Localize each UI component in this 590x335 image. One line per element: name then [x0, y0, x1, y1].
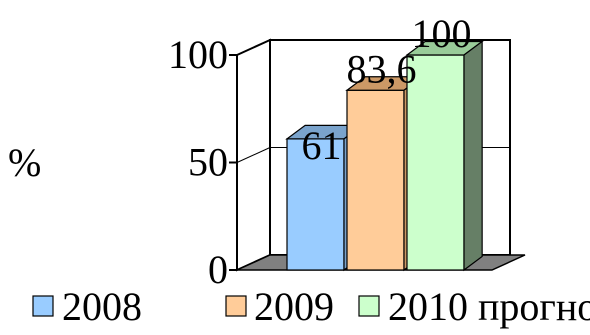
legend-label: 2010 прогноз	[388, 284, 590, 329]
data-label: 61	[302, 123, 342, 168]
bar-2010	[406, 54, 465, 271]
y-tick-label: 50	[188, 140, 228, 185]
legend-swatch	[358, 295, 380, 317]
bar-side-2010	[463, 40, 483, 272]
data-label: 100	[412, 11, 472, 56]
y-axis-ticks: 0 50 100	[168, 32, 237, 292]
gridline	[236, 147, 271, 163]
bar-2009	[346, 89, 405, 271]
legend-label: 2009	[254, 284, 334, 329]
legend-swatch	[32, 295, 54, 317]
bars	[285, 40, 484, 272]
legend-swatch	[225, 295, 247, 317]
legend: 2008 2009 2010 прогноз	[32, 284, 590, 329]
data-label: 83,6	[347, 46, 417, 91]
y-tick-label: 0	[208, 247, 228, 292]
y-tick-label: 100	[168, 32, 228, 77]
y-axis-label: %	[8, 140, 41, 185]
legend-label: 2008	[62, 284, 142, 329]
bar-2008	[286, 138, 345, 271]
